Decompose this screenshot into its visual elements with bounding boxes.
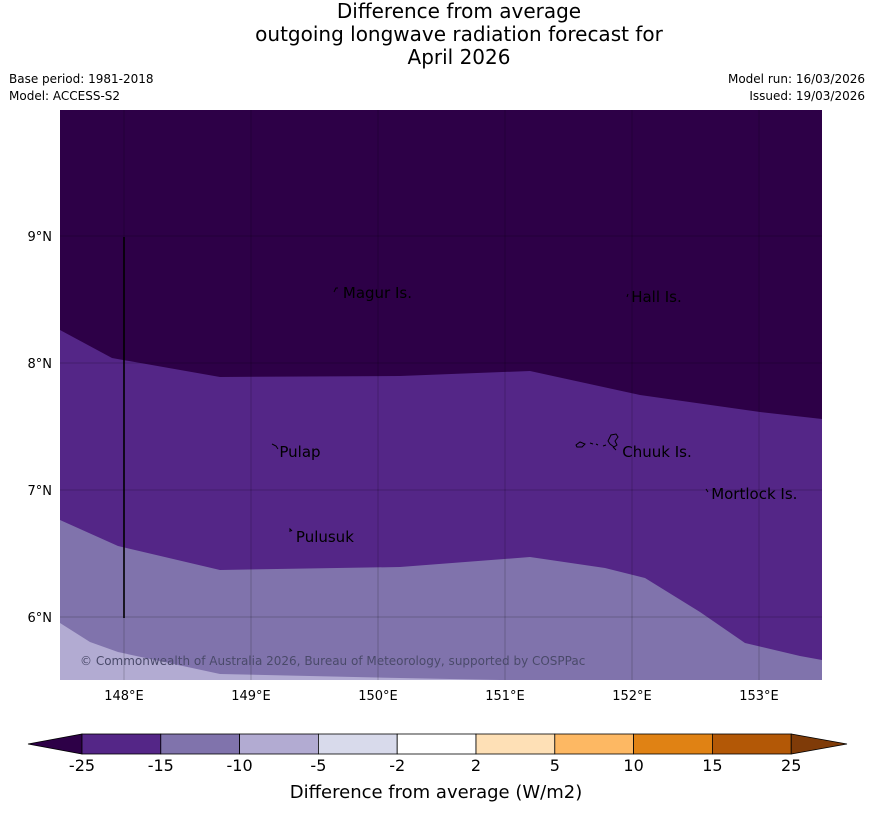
colorbar-segment-3 bbox=[317, 733, 398, 755]
lat-tick-label-0: 9°N bbox=[28, 230, 53, 245]
island-outlines bbox=[271, 287, 709, 532]
chuuk-lagoon-shape bbox=[575, 433, 619, 451]
colorbar-tick-label-8: 15 bbox=[702, 756, 722, 775]
anomaly-band-15-10 bbox=[60, 520, 822, 680]
title-line-3: April 2026 bbox=[407, 45, 511, 69]
map-title: Difference from average outgoing longwav… bbox=[0, 0, 873, 69]
colorbar-segment-4 bbox=[396, 733, 477, 755]
colorbar-under-arrow bbox=[27, 733, 83, 755]
colorbar-segment-8 bbox=[712, 733, 792, 755]
colorbar-tick-label-3: -5 bbox=[310, 756, 326, 775]
anomaly-band-10-5 bbox=[60, 623, 500, 680]
colorbar-segment-1 bbox=[160, 733, 241, 755]
colorbar-tick-label-9: 25 bbox=[781, 756, 801, 775]
lon-tick-label-2: 150°E bbox=[358, 689, 398, 704]
lon-tick-label-5: 153°E bbox=[739, 689, 779, 704]
base-period: Base period: 1981-2018 bbox=[9, 72, 154, 86]
map-plot-area: Magur Is. Hall Is. Pulap Chuuk Is. Mortlock … bbox=[60, 110, 822, 680]
copyright-notice: © Commonwealth of Australia 2026, Bureau… bbox=[80, 654, 585, 668]
magur-island-shape bbox=[333, 287, 338, 293]
colorbar-tick-label-1: -15 bbox=[148, 756, 174, 775]
title-line-2: outgoing longwave radiation forecast for bbox=[255, 22, 663, 46]
place-label-3: Chuuk Is. bbox=[622, 443, 691, 461]
place-labels: Magur Is. Hall Is. Pulap Chuuk Is. Mortlock … bbox=[279, 284, 797, 546]
colorbar-title: Difference from average (W/m2) bbox=[290, 782, 582, 803]
model-name: Model: ACCESS-S2 bbox=[9, 89, 121, 103]
colorbar-segment-0 bbox=[81, 733, 162, 755]
latitude-axis: 9°N 8°N 7°N 6°N bbox=[28, 230, 53, 626]
meta-left: Base period: 1981-2018 Model: ACCESS-S2 bbox=[9, 71, 154, 105]
lat-tick-label-3: 6°N bbox=[28, 611, 53, 626]
lat-tick-label-2: 7°N bbox=[28, 484, 53, 499]
lon-tick-label-3: 151°E bbox=[485, 689, 525, 704]
colorbar-tick-label-0: -25 bbox=[69, 756, 95, 775]
mortlock-island-shape bbox=[705, 488, 709, 493]
colorbar-tick-label-7: 10 bbox=[623, 756, 643, 775]
lon-tick-label-4: 152°E bbox=[612, 689, 652, 704]
pulusuk-island-shape bbox=[289, 527, 293, 532]
hall-island-shape bbox=[626, 293, 629, 298]
colorbar-over-arrow bbox=[790, 733, 848, 755]
title-line-1: Difference from average bbox=[336, 0, 582, 23]
lon-tick-label-0: 148°E bbox=[104, 689, 144, 704]
colorbar-segment-6 bbox=[554, 733, 634, 755]
colorbar: -25 -15 -10 -5 -2 2 5 10 15 25 bbox=[27, 733, 848, 775]
place-label-2: Pulap bbox=[279, 443, 320, 461]
pulap-island-shape bbox=[271, 443, 279, 450]
colorbar-tick-label-2: -10 bbox=[227, 756, 253, 775]
place-label-4: Mortlock Is. bbox=[711, 485, 797, 503]
lat-tick-label-1: 8°N bbox=[28, 357, 53, 372]
model-run: Model run: 16/03/2026 bbox=[727, 72, 865, 86]
colorbar-tick-label-5: 2 bbox=[471, 756, 481, 775]
colorbar-tick-label-6: 5 bbox=[550, 756, 560, 775]
colorbar-segment-7 bbox=[633, 733, 713, 755]
meta-right: Model run: 16/03/2026 Issued: 19/03/2026 bbox=[728, 71, 865, 105]
place-label-0: Magur Is. bbox=[343, 284, 412, 302]
issued-date: Issued: 19/03/2026 bbox=[749, 89, 865, 103]
longitude-axis: 148°E 149°E 150°E 151°E 152°E 153°E bbox=[104, 689, 779, 704]
colorbar-segment-2 bbox=[239, 733, 319, 755]
lon-tick-label-1: 149°E bbox=[231, 689, 271, 704]
place-label-5: Pulusuk bbox=[296, 528, 354, 546]
place-label-1: Hall Is. bbox=[631, 288, 682, 306]
colorbar-segment-5 bbox=[475, 733, 556, 755]
colorbar-tick-label-4: -2 bbox=[389, 756, 405, 775]
